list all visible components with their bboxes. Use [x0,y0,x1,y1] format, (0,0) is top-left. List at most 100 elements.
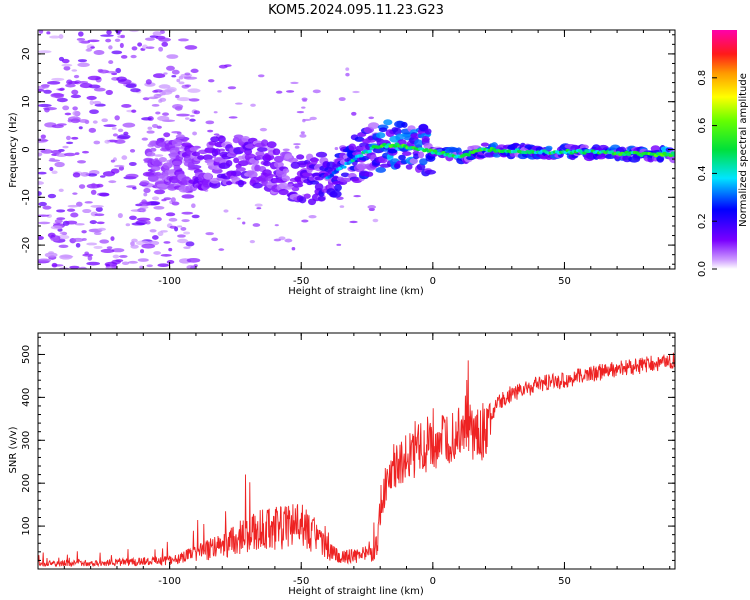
spectrogram-noise-blob [119,254,128,258]
spectrogram-noise-blob [90,46,95,49]
spectrogram-noise-blob [353,194,362,198]
spectrogram-cell [146,151,156,157]
snr-panel: -100 -50 0 50 100 200 300 400 500 Height of stra… [8,332,676,597]
spectrogram-cell [225,159,233,167]
colorbar: 0.0 0.2 0.4 0.6 0.8 Normalized spectral ampl… [697,30,749,277]
spectrogram-noise-blob [72,110,81,116]
y-tick-label: 20 [21,48,32,61]
spectrogram-noise-blob [62,145,69,149]
colorbar-tick-label: 0.6 [697,118,708,134]
spectrogram-cell [252,182,263,189]
spectrogram-noise-blob [94,213,105,217]
spectrogram-cell [260,139,269,147]
spectrogram-noise-blob [234,102,243,105]
colorbar-tick-label: 0.0 [697,261,708,277]
spectrogram-cell [424,128,432,135]
spectrogram-noise-blob [81,230,87,234]
spectrogram-noise-blob [176,97,191,102]
spectrogram-cell [255,150,265,157]
spectrogram-noise-blob [186,265,195,269]
spectrogram-noise-blob [207,79,215,83]
spectrogram-noise-blob [106,30,112,35]
spectrogram-noise-blob [372,218,379,223]
spectrogram-noise-blob [121,261,130,265]
spectrogram-noise-blob [110,159,115,163]
spectrogram-cell [334,184,342,192]
spectrogram-noise-blob [93,231,102,236]
spectrogram-noise-blob [162,112,169,116]
spectrogram-noise-blob [76,37,86,41]
spectrogram-noise-blob [116,76,127,82]
spectrogram-noise-blob [59,231,67,235]
spectrogram-cell [376,132,386,139]
spectrogram-peak-cell [329,173,334,177]
spectrogram-noise-blob [38,103,52,108]
spectrogram-noise-blob [205,232,214,236]
spectrogram-noise-blob [69,265,80,269]
spectrogram-noise-blob [89,100,94,106]
spectrogram-cell [298,196,307,204]
spectrogram-noise-blob [113,139,126,144]
spectrogram-noise-blob [70,94,82,99]
spectrogram-noise-blob [66,141,74,145]
spectrogram-peak-cell [342,165,347,169]
spectrogram-peak-cell [359,154,364,158]
spectrogram-noise-blob [100,248,115,253]
spectrogram-cell [291,186,300,192]
spectrogram-noise-blob [308,214,317,219]
spectrogram-noise-blob [339,205,345,208]
spectrogram-cell [414,139,424,148]
spectrogram-cell [298,162,307,168]
spectrogram-cell [233,134,244,139]
spectrogram-cell [162,162,173,169]
spectrogram-noise-blob [71,136,79,140]
spectrogram-cell [315,151,328,158]
spectrogram-cell [317,196,326,202]
spectrogram-noise-blob [89,220,97,225]
spectrogram-noise-blob [44,252,58,258]
spectrogram-noise-blob [58,188,64,193]
spectrogram-noise-blob [74,223,85,226]
spectrogram-noise-blob [178,75,184,80]
spectrogram-noise-blob [72,192,78,195]
spectrogram-noise-blob [63,66,71,71]
spectrogram-noise-blob [130,244,139,249]
spectrogram-noise-blob [117,128,124,133]
spectrogram-peak-cell [672,153,675,157]
spectrogram-cell [480,142,490,147]
spectrogram-noise-blob [73,74,80,79]
spectrogram-noise-blob [102,171,116,177]
spectrogram-noise-blob [153,251,161,255]
spectrogram-noise-blob [90,189,97,195]
spectrogram-noise-blob [151,123,159,128]
spectrogram-noise-blob [163,132,171,138]
spectrogram-noise-blob [72,172,81,178]
spectrogram-noise-blob [191,203,196,209]
spectrogram-noise-blob [189,118,196,122]
spectrogram-noise-blob [86,47,93,52]
spectrogram-noise-blob [205,120,215,125]
spectrogram-noise-blob [256,207,262,210]
spectrogram-noise-blob [98,69,110,74]
y-tick-label: -10 [21,189,32,205]
spectrogram-noise-blob [183,138,188,141]
spectrogram-noise-blob [51,77,65,82]
spectrogram-noise-blob [139,265,144,269]
spectrogram-noise-blob [111,50,123,55]
spectrogram-cell [288,157,299,163]
spectrogram-noise-blob [187,88,201,93]
spectrogram-noise-blob [175,134,185,139]
spectrogram-cell [409,157,419,165]
spectrogram-cell [383,119,393,126]
spectrogram-noise-blob [114,38,121,42]
spectrogram-cell [168,169,177,177]
spectrogram-noise-blob [163,197,172,201]
spectrogram-noise-blob [75,242,81,248]
spectrogram-noise-blob [56,97,68,103]
spectrogram-cell [247,170,258,179]
spectrogram-noise-blob [40,149,53,154]
spectrogram-cell [310,157,318,165]
spectrogram-noise-blob [213,111,218,114]
spectrogram-noise-blob [129,215,137,220]
